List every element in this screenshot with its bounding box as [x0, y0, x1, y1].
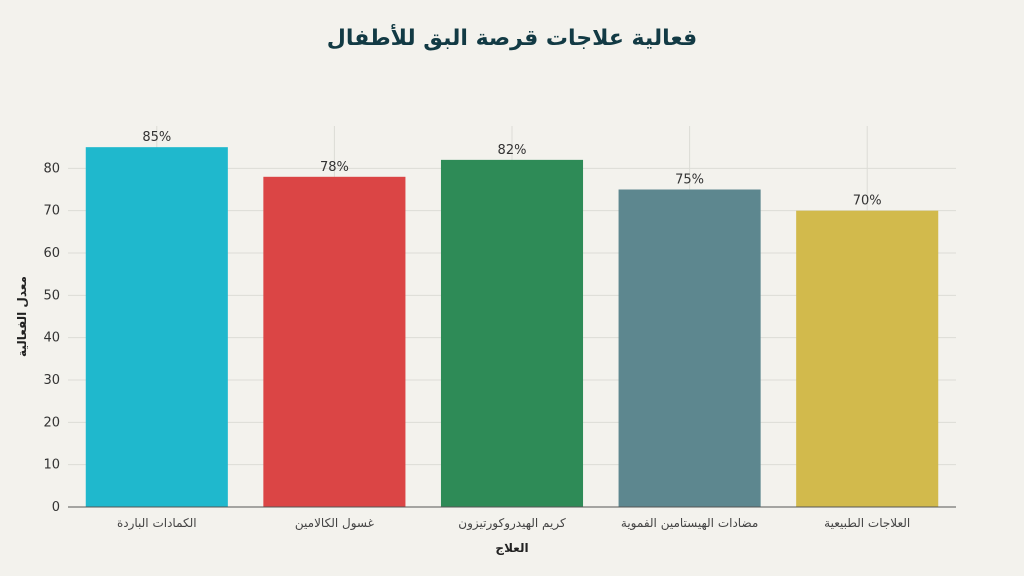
data-label: 70% [853, 194, 882, 209]
bar [618, 189, 761, 507]
x-tick-label: كريم الهيدروكورتيزون [458, 516, 566, 531]
y-tick-label: 0 [52, 500, 60, 515]
data-label: 85% [142, 130, 171, 145]
data-label: 75% [675, 173, 704, 188]
y-tick-label: 50 [43, 288, 60, 303]
y-tick-label: 20 [43, 415, 60, 430]
x-axis-title: العلاج [495, 541, 528, 555]
x-tick-label: الكمادات الباردة [117, 516, 197, 531]
y-tick-label: 40 [43, 331, 60, 346]
y-tick-label: 70 [43, 204, 60, 219]
y-tick-label: 10 [43, 458, 60, 473]
data-label: 78% [320, 160, 349, 175]
bar [440, 159, 584, 507]
y-tick-label: 30 [43, 373, 60, 388]
bars-layer [85, 147, 939, 508]
y-tick-label: 80 [43, 161, 60, 176]
chart-title: فعالية علاجات قرصة البق للأطفال [326, 26, 698, 51]
labels-layer: 85% 78% 82% 75% 70% [142, 130, 881, 209]
axis-layer: 0 10 20 30 40 50 60 70 80 الكمادات الباردة غسول ال… [43, 161, 956, 531]
x-tick-label: العلاجات الطبيعية [824, 516, 910, 530]
x-tick-label: غسول الكالامين [295, 516, 374, 531]
x-tick-label: مضادات الهيستامين الفموية [621, 516, 758, 531]
bar [796, 210, 939, 507]
y-axis-title: معدل الفعالية [15, 276, 29, 357]
bar [263, 176, 406, 508]
y-tick-label: 60 [43, 246, 60, 261]
data-label: 82% [498, 143, 527, 158]
bar [85, 147, 228, 507]
